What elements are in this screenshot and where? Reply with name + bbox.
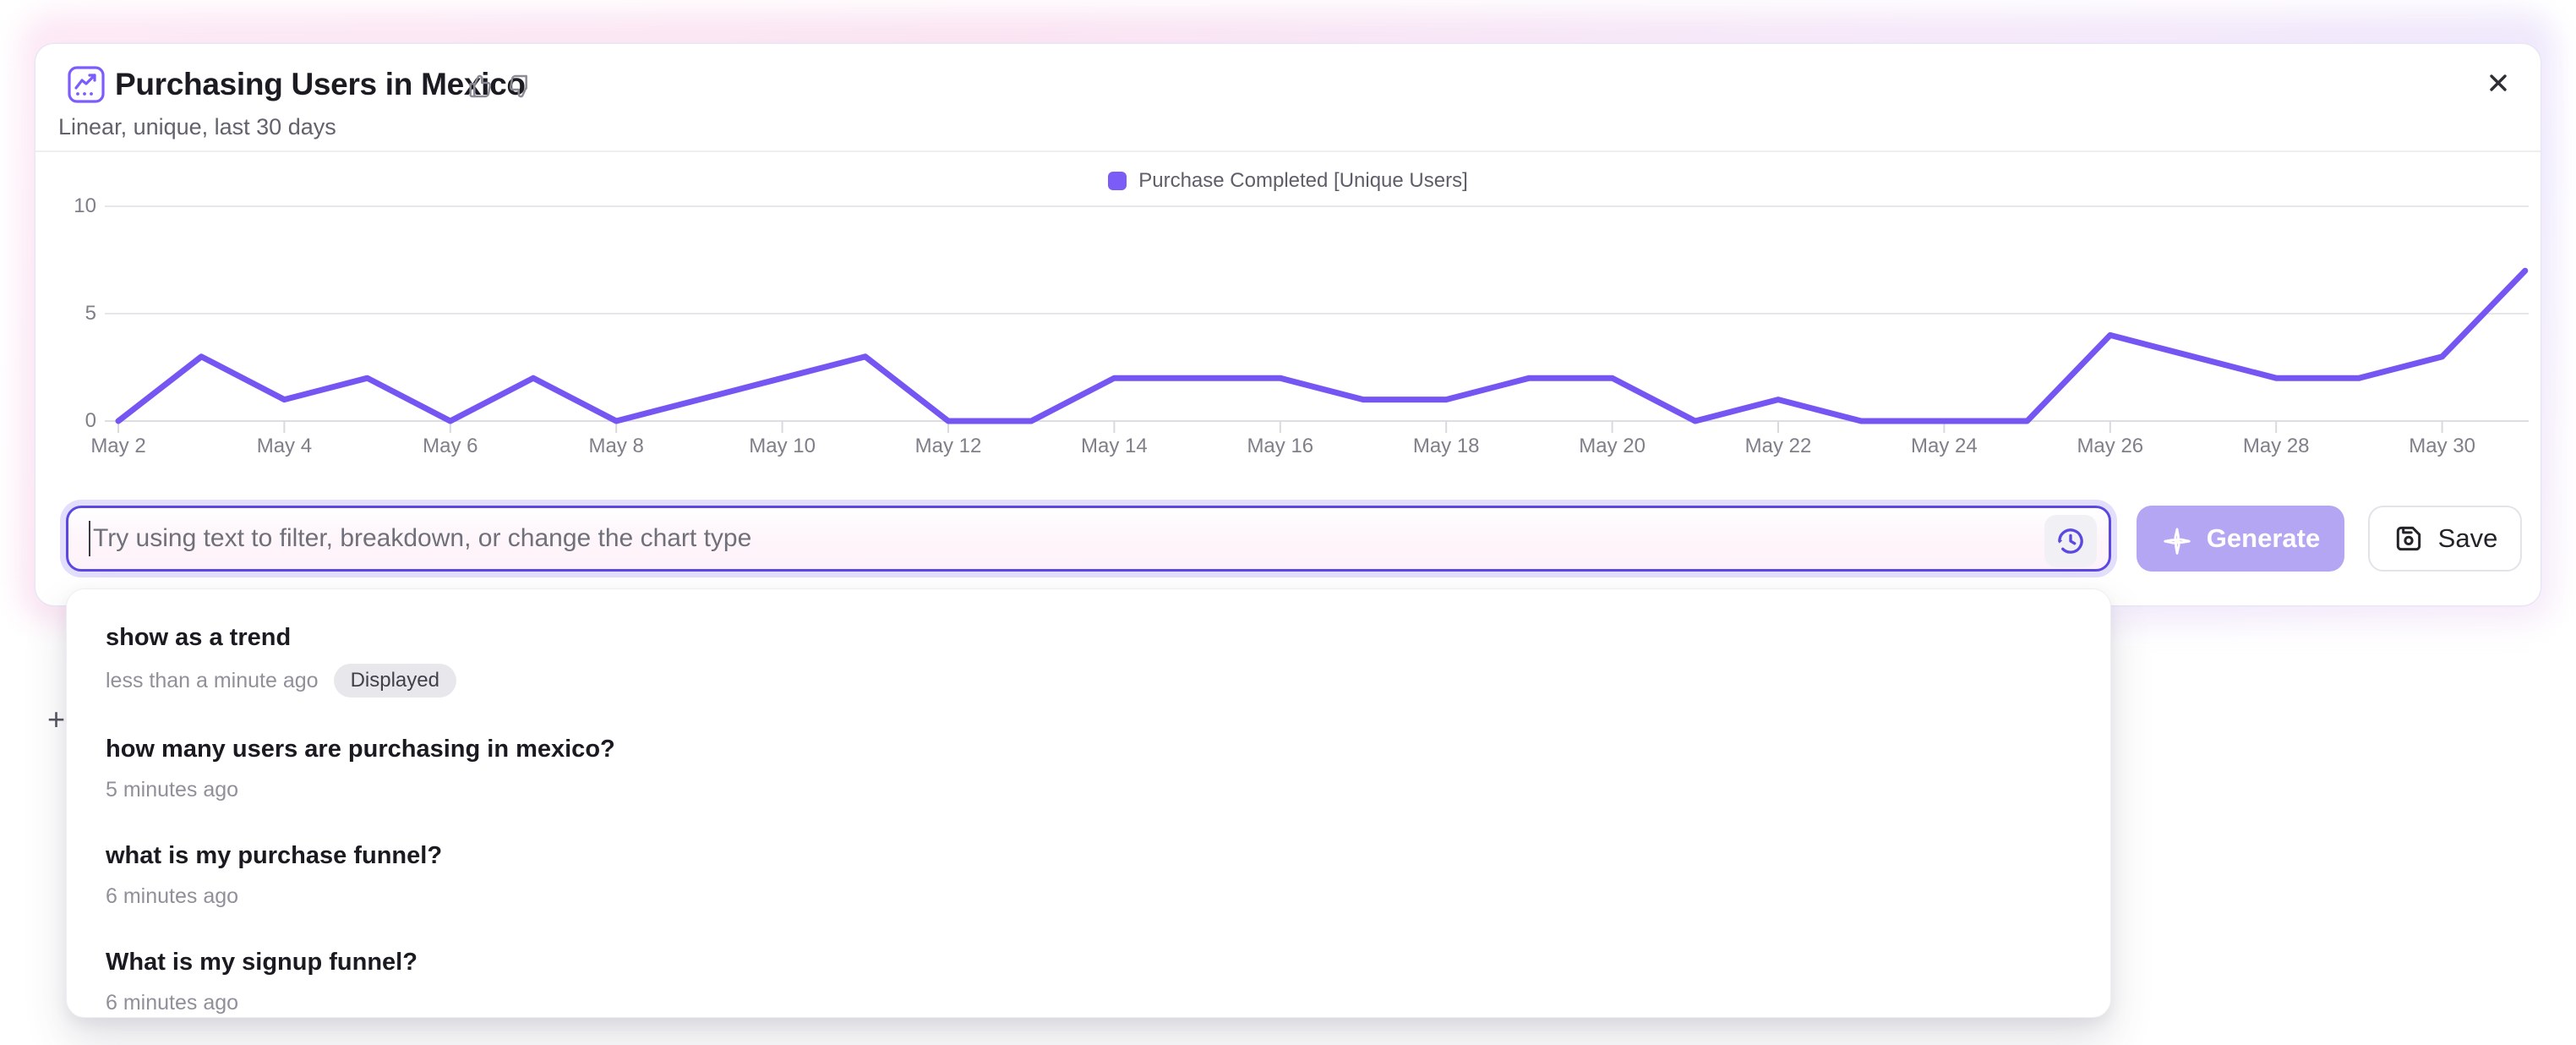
thumbs-down-icon[interactable]: [507, 73, 534, 100]
close-icon[interactable]: [2483, 68, 2513, 98]
history-item-query: how many users are purchasing in mexico?: [106, 736, 615, 763]
history-item-query: what is my purchase funnel?: [106, 842, 443, 869]
displayed-badge: Displayed: [333, 664, 456, 698]
prompt-input[interactable]: Try using text to filter, breakdown, or …: [66, 506, 2111, 572]
legend-label: Purchase Completed [Unique Users]: [1138, 169, 1468, 192]
prompt-row: Try using text to filter, breakdown, or …: [66, 506, 2522, 572]
generate-label: Generate: [2206, 523, 2321, 553]
x-axis-tick-label: May 16: [1247, 435, 1314, 457]
x-axis-tick-label: May 4: [256, 435, 313, 457]
history-item-query: What is my signup funnel?: [106, 949, 418, 976]
history-item[interactable]: what is my purchase funnel? 6 minutes ag…: [67, 821, 2110, 927]
x-axis-tick-label: May 26: [2077, 435, 2144, 457]
x-axis-tick-label: May 22: [1744, 435, 1812, 457]
x-axis-tick-label: May 6: [423, 435, 478, 457]
x-axis-tick-label: May 10: [749, 435, 816, 457]
generate-button[interactable]: Generate: [2137, 506, 2344, 572]
series-line: [115, 267, 2529, 424]
history-dropdown: show as a trend less than a minute ago D…: [66, 588, 2111, 1018]
x-axis-tick-label: May 2: [90, 435, 146, 457]
history-item-time: 6 minutes ago: [106, 991, 239, 1015]
history-item[interactable]: What is my signup funnel? 6 minutes ago: [67, 927, 2110, 1017]
legend-swatch: [1108, 172, 1127, 190]
sparkle-icon: [2164, 528, 2191, 555]
x-axis-tick-label: May 14: [1081, 435, 1148, 457]
x-axis-tick-label: May 28: [2242, 435, 2310, 457]
line-chart: 0 5 10 May 2 May 4 May 6 May 8 May 10 May 12 May …: [35, 152, 2541, 490]
save-label: Save: [2437, 523, 2498, 553]
history-button[interactable]: [2044, 515, 2097, 567]
history-item-meta: 5 minutes ago: [106, 775, 2071, 804]
history-item[interactable]: how many users are purchasing in mexico?…: [67, 714, 2110, 821]
prompt-placeholder: Try using text to filter, breakdown, or …: [93, 524, 752, 552]
y-axis-tick-label: 10: [74, 194, 96, 217]
history-item-time: 6 minutes ago: [106, 884, 239, 908]
history-item-time: 5 minutes ago: [106, 778, 239, 802]
header-divider: [35, 150, 2541, 152]
history-item[interactable]: show as a trend less than a minute ago D…: [67, 603, 2110, 714]
history-item-meta: less than a minute ago Displayed: [106, 664, 2071, 698]
page-title: Purchasing Users in Mexico: [115, 67, 526, 101]
text-caret: [89, 521, 90, 556]
chart-legend: Purchase Completed [Unique Users]: [35, 169, 2541, 193]
history-item-meta: 6 minutes ago: [106, 882, 2071, 911]
line-chart-icon: [68, 66, 105, 103]
save-button[interactable]: Save: [2368, 506, 2522, 572]
history-item-meta: 6 minutes ago: [106, 988, 2071, 1017]
x-axis-tick-label: May 8: [588, 435, 644, 457]
y-axis-tick-label: 5: [85, 302, 96, 325]
thumbs-up-icon[interactable]: [467, 73, 494, 100]
chart-plot: [105, 205, 2529, 433]
y-axis-tick-label: 0: [85, 409, 96, 432]
save-icon: [2396, 526, 2420, 551]
partial-plus-glyph: +: [47, 702, 66, 736]
chart-subtitle: Linear, unique, last 30 days: [58, 114, 336, 140]
x-axis-tick-label: May 30: [2409, 435, 2475, 457]
history-item-time: less than a minute ago: [106, 669, 319, 692]
x-axis-tick-label: May 12: [914, 435, 982, 457]
x-axis-tick-label: May 20: [1579, 435, 1645, 457]
history-item-query: show as a trend: [106, 624, 292, 651]
history-icon: [2058, 528, 2083, 554]
x-axis-tick-label: May 18: [1412, 435, 1480, 457]
x-axis-tick-label: May 24: [1911, 435, 1978, 457]
